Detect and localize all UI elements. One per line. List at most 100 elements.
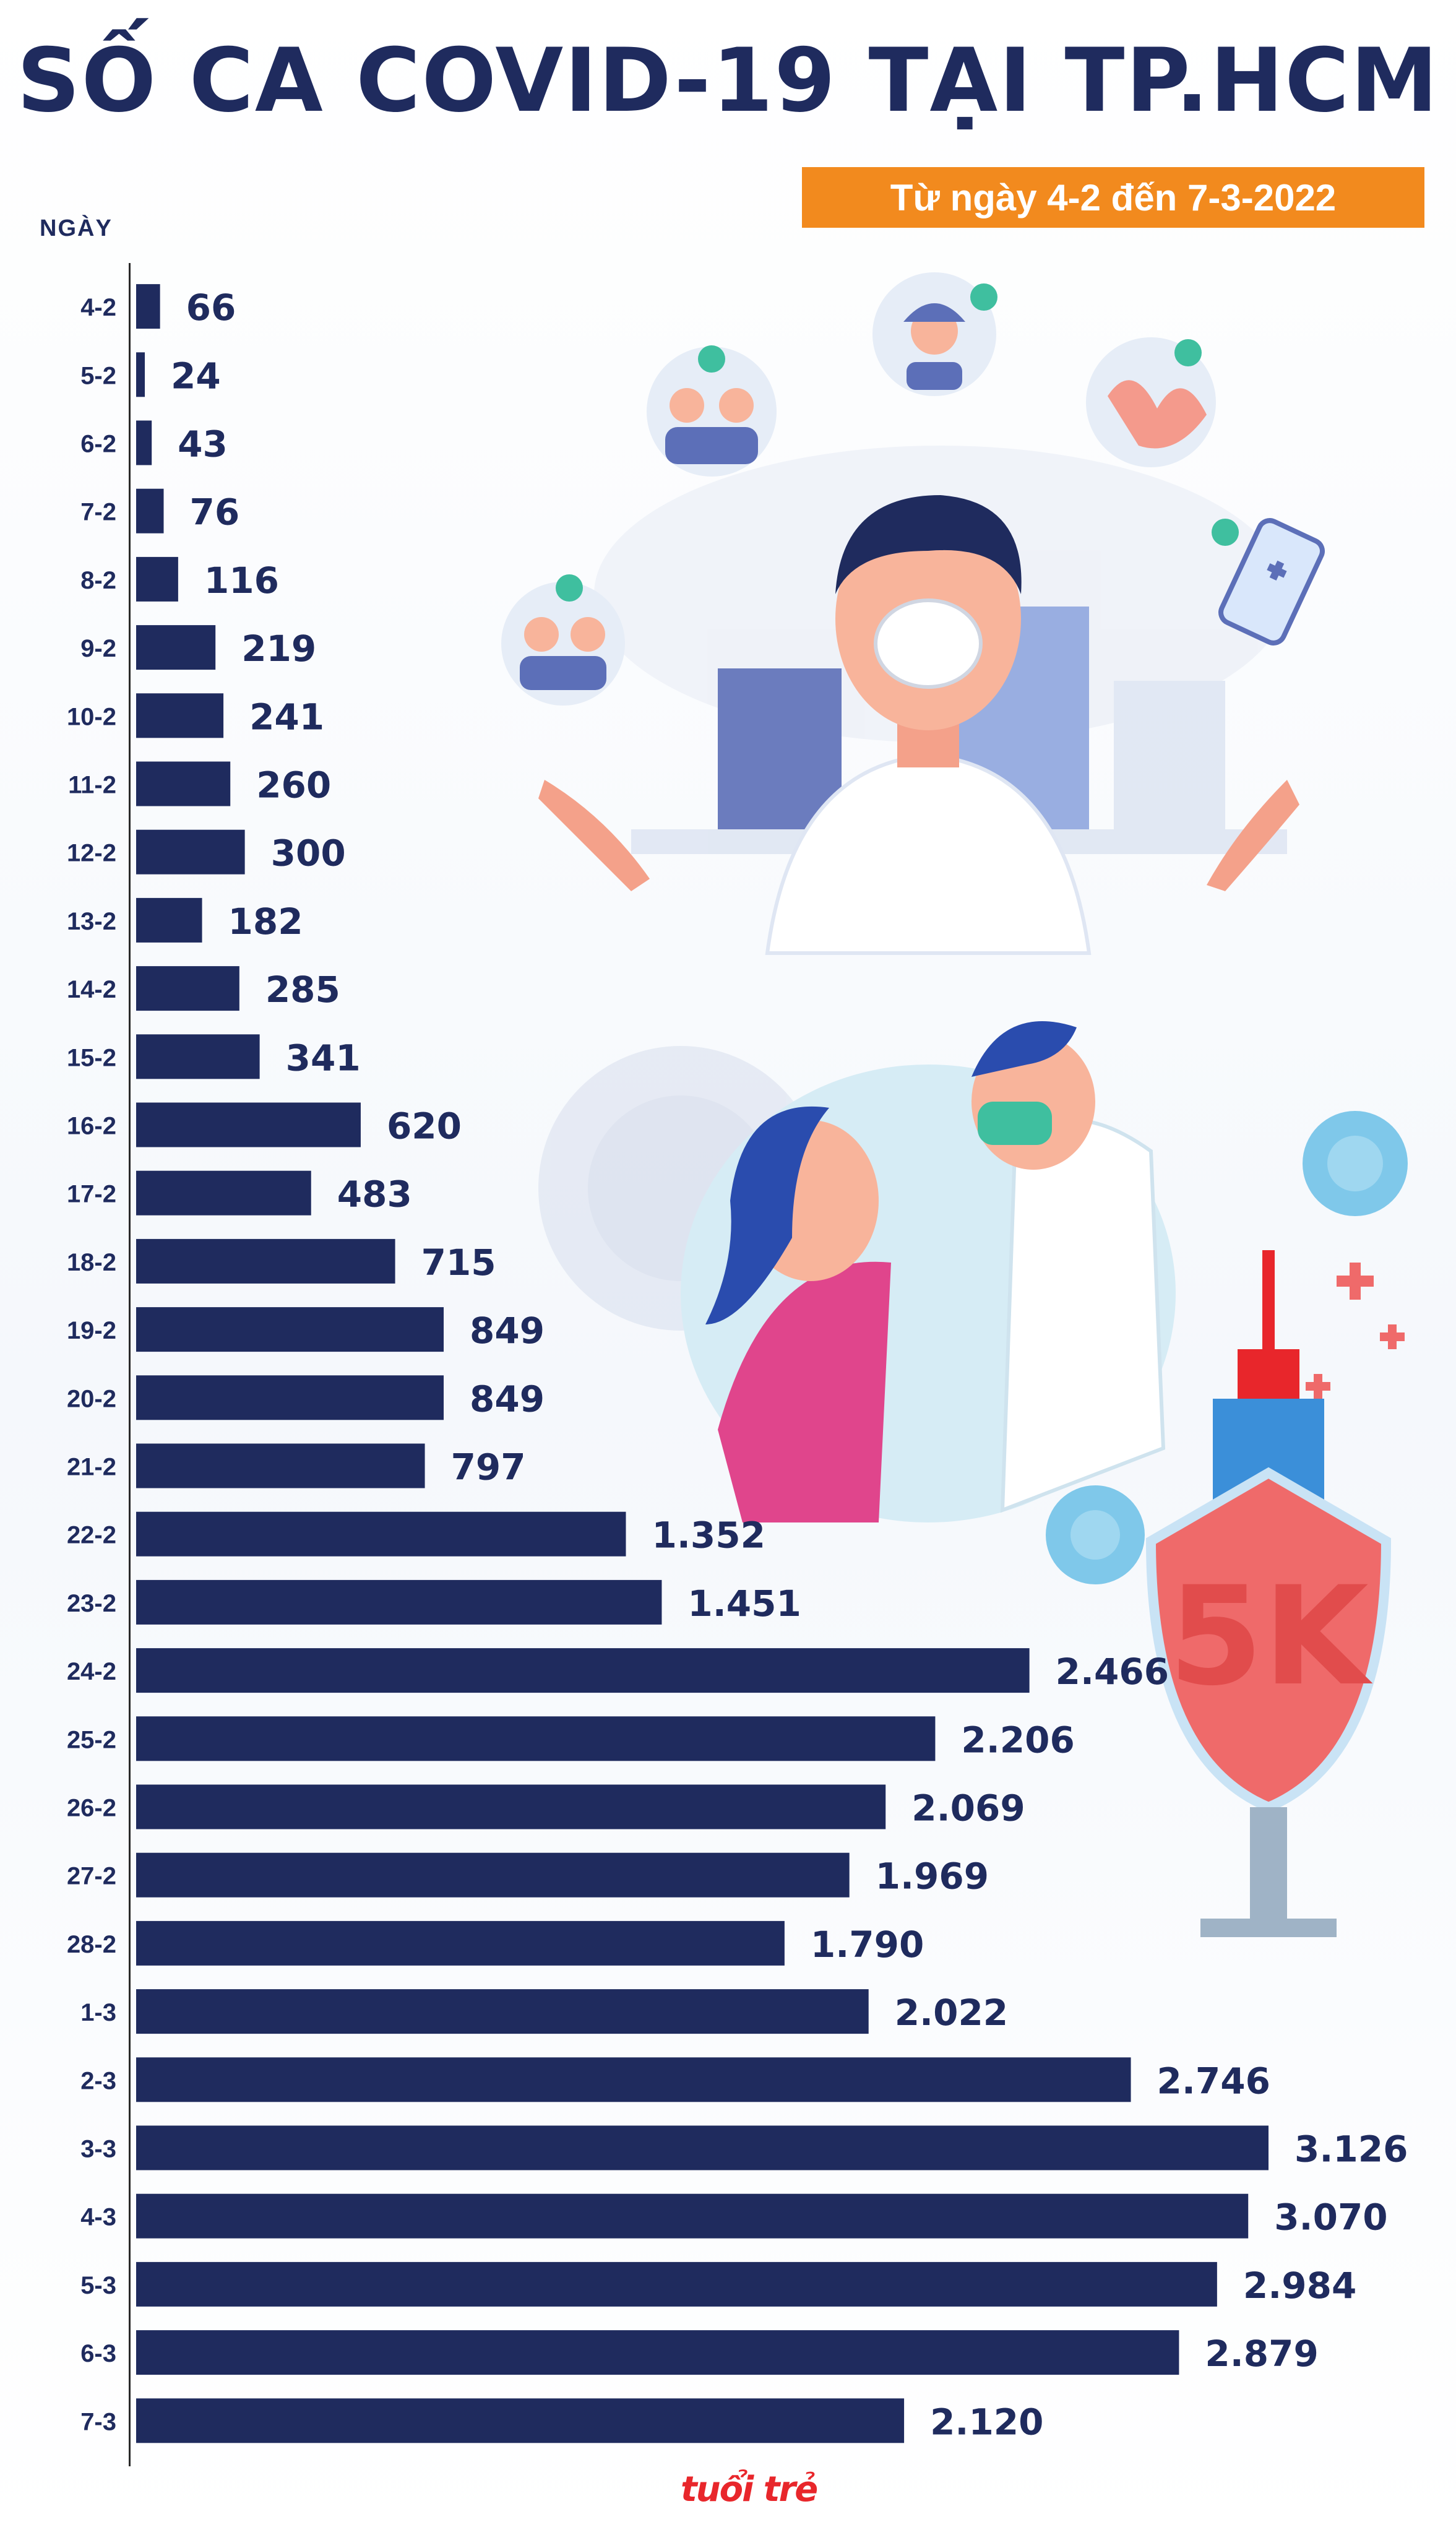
value-label: 849: [470, 1378, 545, 1420]
bar: [136, 352, 145, 397]
value-label: 715: [421, 1242, 496, 1284]
bar: [136, 1375, 444, 1420]
category-label: 4-3: [80, 2204, 116, 2231]
virus-small-icon: [1046, 1111, 1408, 1584]
value-label: 2.022: [895, 1992, 1008, 2034]
hand-left-icon: [538, 780, 650, 891]
bar: [136, 625, 216, 670]
category-label: 9-2: [80, 635, 116, 662]
category-label: 13-2: [67, 908, 116, 935]
category-label: 26-2: [67, 1795, 116, 1822]
category-label: 25-2: [67, 1726, 116, 1753]
bar: [136, 2330, 1179, 2375]
chart-title: SỐ CA COVID-19 TẠI TP.HCM: [17, 30, 1439, 132]
tuoitre-logo: tuổi trẻ: [681, 2469, 818, 2510]
category-label: 18-2: [67, 1249, 116, 1276]
bar: [136, 897, 202, 943]
bar: [136, 1852, 850, 1898]
handwash-icon: [1086, 337, 1216, 467]
value-label: 2.984: [1243, 2265, 1356, 2307]
bar: [136, 1238, 395, 1284]
value-label: 241: [249, 696, 324, 738]
bar: [136, 761, 231, 806]
bar: [136, 2057, 1131, 2102]
value-label: 43: [178, 423, 228, 465]
category-label: 16-2: [67, 1113, 116, 1140]
bar: [136, 1579, 662, 1625]
phone-health-icon: [1218, 518, 1325, 646]
bar: [136, 1716, 936, 1761]
value-label: 797: [451, 1446, 526, 1488]
category-label: 11-2: [68, 772, 116, 799]
shield-5k-label: 5K: [1168, 1557, 1373, 1716]
bar: [136, 556, 178, 602]
category-label: 20-2: [67, 1385, 116, 1412]
value-label: 483: [337, 1173, 412, 1216]
category-label: 21-2: [67, 1454, 116, 1481]
category-label: 1-3: [80, 1999, 116, 2026]
value-label: 182: [228, 900, 303, 943]
bar: [136, 1989, 869, 2034]
bar: [136, 1307, 444, 1352]
category-label: 6-2: [80, 431, 116, 458]
bar: [136, 693, 224, 738]
value-label: 1.969: [876, 1855, 989, 1898]
value-label: 1.352: [652, 1514, 765, 1557]
value-label: 260: [256, 764, 331, 806]
value-label: 2.069: [911, 1787, 1025, 1829]
hand-right-icon: [1207, 780, 1299, 891]
category-label: 17-2: [67, 1181, 116, 1208]
bar: [136, 420, 152, 465]
value-label: 285: [265, 969, 340, 1011]
value-label: 66: [186, 287, 236, 329]
doctor-icon: [765, 495, 1092, 955]
category-label: 2-3: [80, 2067, 116, 2094]
category-label: 19-2: [67, 1317, 116, 1344]
category-label: 22-2: [67, 1522, 116, 1549]
value-label: 76: [189, 491, 239, 533]
vaccine-shield-icon: [1145, 1250, 1405, 1937]
bar: [136, 2261, 1217, 2307]
value-label: 1.790: [811, 1924, 924, 1966]
category-label: 12-2: [67, 840, 116, 867]
bar: [136, 2193, 1249, 2239]
illustration-medical: 5K: [501, 272, 1408, 1937]
category-label: 27-2: [67, 1863, 116, 1890]
value-label: 3.070: [1274, 2196, 1387, 2239]
value-label: 116: [204, 559, 279, 602]
category-label: 5-3: [80, 2272, 116, 2299]
bar: [136, 284, 160, 329]
value-label: 24: [171, 355, 221, 397]
value-label: 2.206: [961, 1719, 1074, 1761]
value-label: 2.879: [1205, 2333, 1318, 2375]
value-label: 2.466: [1056, 1651, 1169, 1693]
category-label: 7-3: [80, 2408, 116, 2435]
category-label: 14-2: [67, 976, 116, 1003]
bar: [136, 829, 245, 875]
value-label: 300: [271, 832, 346, 875]
bar: [136, 1102, 361, 1147]
y-axis-title: NGÀY: [40, 215, 113, 241]
value-label: 341: [286, 1037, 361, 1079]
check-icons: [556, 283, 1239, 602]
bar: [136, 2125, 1269, 2170]
bar: [136, 1648, 1030, 1693]
bar: [136, 1784, 886, 1829]
bar: [136, 1443, 425, 1488]
y-axis-line: [129, 263, 131, 2466]
covid-test-scene-icon: [681, 1021, 1176, 1522]
bar: [136, 488, 164, 533]
category-label: 5-2: [80, 362, 116, 389]
value-label: 2.746: [1157, 2060, 1270, 2102]
men-mask-icon: [501, 582, 625, 706]
category-label: 24-2: [67, 1658, 116, 1685]
value-label: 1.451: [687, 1583, 801, 1625]
bar: [136, 1920, 785, 1966]
woman-mask-icon: [872, 272, 996, 396]
category-label: 10-2: [67, 703, 116, 730]
date-range-badge: Từ ngày 4-2 đến 7-3-2022: [802, 167, 1424, 228]
value-label: 3.126: [1294, 2128, 1408, 2170]
value-label: 2.120: [930, 2401, 1043, 2443]
people-mask-icon: [647, 347, 777, 477]
